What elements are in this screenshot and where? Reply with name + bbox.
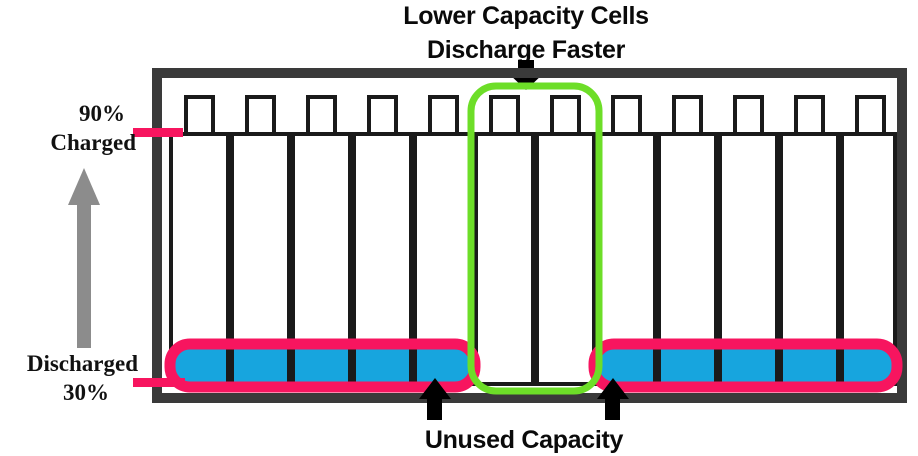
cell-terminal-cap <box>306 95 337 139</box>
charge-level-tick-bottom <box>133 378 185 387</box>
cell-terminal-cap <box>733 95 764 139</box>
heading-line-2: Discharge Faster <box>427 36 626 64</box>
cell-charge-fill <box>417 349 470 382</box>
cell-terminal-cap <box>672 95 703 139</box>
cell-body <box>474 132 535 386</box>
cell-charge-fill <box>600 349 653 382</box>
discharged-label-text: Discharged <box>27 351 138 376</box>
cell-terminal-cap <box>367 95 398 139</box>
battery-pack-enclosure <box>152 68 907 403</box>
cell-terminal-cap <box>550 95 581 139</box>
cell-terminal-cap <box>428 95 459 139</box>
cell-charge-fill <box>661 349 714 382</box>
battery-cell-6 <box>474 95 535 386</box>
cell-terminal-cap <box>855 95 886 139</box>
unused-capacity-pointer-arrow-right-icon <box>597 378 629 420</box>
unused-capacity-pointer-arrow-left-icon <box>419 378 451 420</box>
cell-terminal-cap <box>184 95 215 139</box>
lower-capacity-highlight <box>467 82 603 395</box>
cell-body <box>535 132 596 386</box>
heading-line-1: Lower Capacity Cells <box>403 2 648 30</box>
unused-capacity-highlight-left <box>164 338 481 393</box>
cell-terminal-cap <box>611 95 642 139</box>
charged-label-percent: 90% <box>79 101 125 126</box>
cell-terminal-cap <box>245 95 276 139</box>
cell-terminal-cap <box>794 95 825 139</box>
cell-charge-fill <box>844 349 893 382</box>
battery-cell-7 <box>535 95 596 386</box>
unused-capacity-highlight-right <box>588 338 903 393</box>
bottom-caption: Unused Capacity <box>425 426 624 454</box>
cell-charge-fill <box>234 349 287 382</box>
discharged-label-percent: 30% <box>63 380 109 405</box>
cell-charge-fill <box>173 349 226 382</box>
charge-level-tick-top <box>133 128 183 137</box>
cell-terminal-cap <box>489 95 520 139</box>
cell-charge-fill <box>722 349 775 382</box>
cell-charge-fill <box>783 349 836 382</box>
charge-direction-arrow-icon <box>68 168 100 348</box>
cell-charge-fill <box>295 349 348 382</box>
charged-label-text: Charged <box>50 130 136 155</box>
cell-charge-fill <box>356 349 409 382</box>
